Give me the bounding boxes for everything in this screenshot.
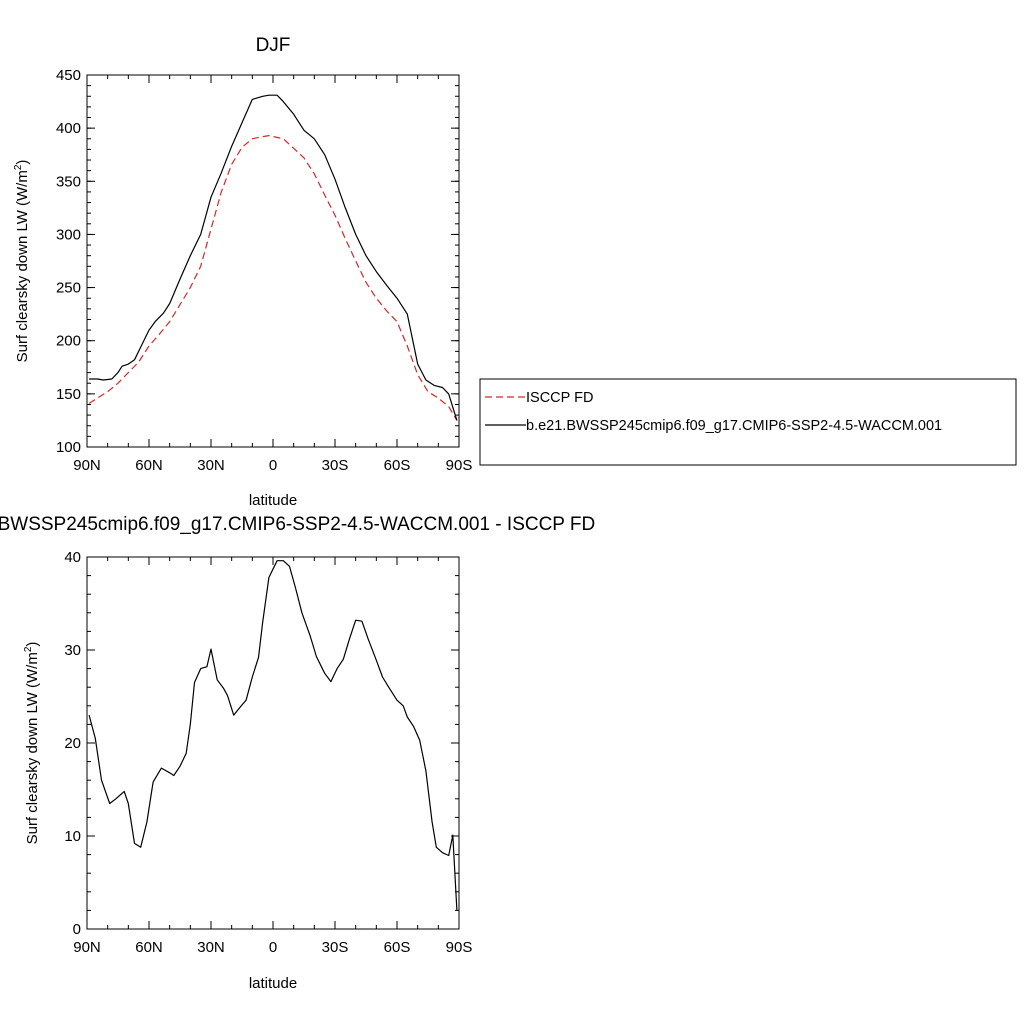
legend: ISCCP FD b.e21.BWSSP245cmip6.f09_g17.CMI… xyxy=(479,378,1017,466)
bottom-y-tick-label: 40 xyxy=(64,549,81,566)
bottom-y-axis-label: Surf clearsky down LW (W/m2) xyxy=(23,642,41,845)
top-x-tick-label: 90S xyxy=(446,457,473,474)
bottom-x-tick-label: 60S xyxy=(384,939,411,956)
top-panel: DJF 90N 60N 30N 0 30S 60S 90S 100 150 200 250 300 35… xyxy=(13,35,472,509)
top-plot-frame xyxy=(86,74,460,448)
top-y-tick-label: 150 xyxy=(56,386,81,403)
top-x-tick-label: 90N xyxy=(73,457,101,474)
top-x-tick-label: 30S xyxy=(322,457,349,474)
top-y-tick-label: 400 xyxy=(56,120,81,137)
bottom-y-tick-label: 10 xyxy=(64,828,81,845)
top-title: DJF xyxy=(256,35,291,56)
legend-label-isccp: ISCCP FD xyxy=(526,390,593,406)
top-series-line-1 xyxy=(89,94,458,421)
top-series-line-0 xyxy=(88,135,458,421)
top-y-label-main: Surf clearsky down LW (W/m xyxy=(14,170,31,362)
top-series xyxy=(88,94,458,421)
bottom-x-tick-label: 30S xyxy=(322,939,349,956)
bottom-y-label-sup: 2 xyxy=(23,646,34,652)
bottom-panel: b.e21.BWSSP245cmip6.f09_g17.CMIP6-SSP2-4… xyxy=(0,514,595,992)
bottom-x-tick-label: 60N xyxy=(135,939,163,956)
bottom-ticks: 90N 60N 30N 0 30S 60S 90S 0 10 20 30 40 xyxy=(64,549,472,956)
top-y-tick-label: 200 xyxy=(56,333,81,350)
bottom-series-line-0 xyxy=(88,560,458,911)
top-x-tick-label: 60N xyxy=(135,457,163,474)
bottom-x-tick-label: 30N xyxy=(197,939,225,956)
bottom-x-tick-label: 90S xyxy=(446,939,473,956)
bottom-y-tick-label: 20 xyxy=(64,735,81,752)
top-y-tick-label: 300 xyxy=(56,226,81,243)
bottom-y-tick-label: 30 xyxy=(64,642,81,659)
legend-box xyxy=(479,378,1017,466)
bottom-y-label-main: Surf clearsky down LW (W/m xyxy=(24,652,41,844)
legend-label-model: b.e21.BWSSP245cmip6.f09_g17.CMIP6-SSP2-4… xyxy=(526,418,942,434)
top-y-label-close: ) xyxy=(14,160,31,165)
bottom-series xyxy=(88,560,458,911)
top-y-tick-label: 350 xyxy=(56,173,81,190)
top-x-tick-label: 30N xyxy=(197,457,225,474)
top-ticks: 90N 60N 30N 0 30S 60S 90S 100 150 200 250 300 350 400… xyxy=(56,67,472,474)
bottom-x-tick-label: 0 xyxy=(269,939,277,956)
top-y-axis-label: Surf clearsky down LW (W/m2) xyxy=(13,160,31,363)
top-y-tick-label: 450 xyxy=(56,67,81,84)
bottom-title: b.e21.BWSSP245cmip6.f09_g17.CMIP6-SSP2-4… xyxy=(0,514,595,535)
top-x-axis-label: latitude xyxy=(249,492,297,509)
top-x-tick-label: 60S xyxy=(384,457,411,474)
bottom-plot-frame xyxy=(86,556,460,930)
top-x-tick-label: 0 xyxy=(269,457,277,474)
bottom-x-axis-label: latitude xyxy=(249,975,297,992)
bottom-y-label-close: ) xyxy=(24,642,41,647)
bottom-y-tick-label: 0 xyxy=(73,921,81,938)
bottom-x-tick-label: 90N xyxy=(73,939,101,956)
top-y-label-sup: 2 xyxy=(13,164,24,170)
top-y-tick-label: 100 xyxy=(56,439,81,456)
top-y-tick-label: 250 xyxy=(56,280,81,297)
